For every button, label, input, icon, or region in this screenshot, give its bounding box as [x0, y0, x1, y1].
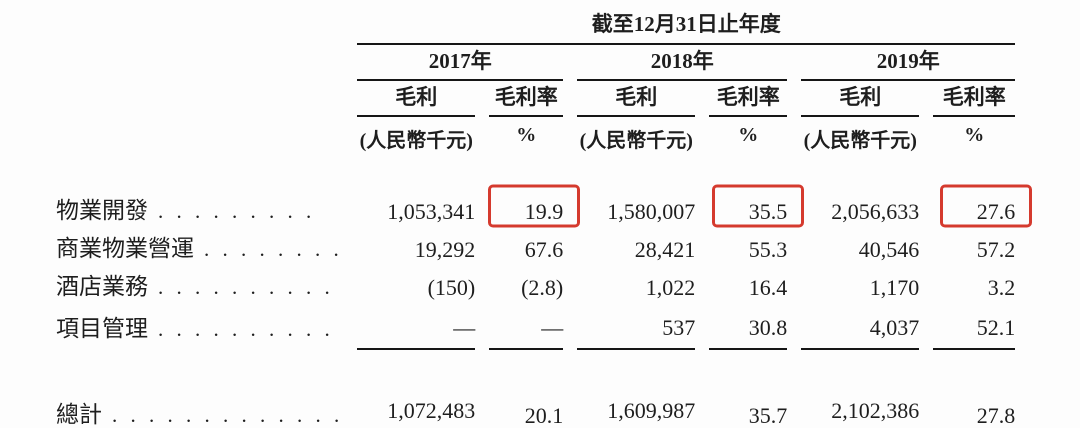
dot-leader: . . . . . . . . . .	[158, 275, 334, 299]
margin-value: 57.2	[976, 237, 1016, 262]
margin-value: 30.8	[709, 301, 788, 350]
year-header-2017: 2017年	[357, 45, 564, 81]
margin-value: 3.2	[987, 275, 1016, 300]
margin-value-highlighted: 19.9	[488, 184, 581, 228]
margin-value: 16.4	[748, 275, 788, 300]
table-row-total: 總計 . . . . . . . . . . . . . 1,072,483 20…	[56, 384, 1015, 428]
column-header-margin-2019: 毛利率	[933, 81, 1016, 117]
gross-profit-value: 1,580,007	[607, 199, 696, 224]
gross-profit-value: 19,292	[414, 237, 476, 262]
year-header-2018: 2018年	[577, 45, 788, 81]
percent-label-2017: %	[516, 124, 537, 146]
gross-profit-value: —	[357, 301, 476, 350]
column-header-gross-profit-2019: 毛利	[801, 81, 920, 117]
gross-profit-value: (150)	[427, 275, 476, 300]
gross-profit-value: 28,421	[634, 237, 696, 262]
gross-profit-value: 1,053,341	[387, 199, 476, 224]
gross-profit-value: 2,056,633	[831, 199, 920, 224]
year-header-2019: 2019年	[801, 45, 1016, 81]
total-gross-profit-value: 1,072,483	[357, 384, 475, 428]
total-margin-value: 35.7	[748, 403, 788, 428]
margin-value: (2.8)	[521, 275, 564, 300]
margin-value: 67.6	[524, 237, 564, 262]
unit-header-row: (人民幣千元) % (人民幣千元) % (人民幣千元) %	[56, 117, 1015, 153]
row-label: 物業開發	[56, 198, 148, 223]
column-header-gross-profit-2018: 毛利	[577, 81, 696, 117]
column-header-margin-2018: 毛利率	[709, 81, 788, 117]
row-label: 項目管理	[56, 316, 148, 341]
table-row-hotel-business: 酒店業務 . . . . . . . . . . (150) (2.8) 1,02…	[56, 263, 1015, 301]
column-header-gross-profit-2017: 毛利	[357, 81, 476, 117]
gross-profit-value: 40,546	[858, 237, 920, 262]
gross-profit-value: 1,022	[645, 275, 696, 300]
period-header-row: 截至12月31日止年度	[56, 8, 1016, 45]
dot-leader: . . . . . . . .	[204, 237, 343, 261]
year-header-row: 2017年 2018年 2019年	[56, 45, 1016, 81]
row-label: 酒店業務	[56, 274, 148, 299]
spacer	[56, 153, 1015, 187]
total-gross-profit-value: 2,102,386	[801, 384, 919, 428]
dot-leader: . . . . . . . . .	[158, 199, 316, 223]
margin-value-highlighted: 27.6	[933, 184, 1033, 228]
table-row-property-development: 物業開發 . . . . . . . . . 1,053,341 19.9 1,5…	[56, 184, 1033, 228]
dot-leader: . . . . . . . . . .	[158, 317, 334, 341]
margin-value: —	[489, 301, 564, 350]
percent-label-2019: %	[964, 124, 985, 146]
percent-label-2018: %	[738, 124, 759, 146]
margin-value: 52.1	[933, 301, 1016, 350]
table-row-project-management: 項目管理 . . . . . . . . . . — — 537 30.8 4,0…	[56, 301, 1016, 350]
gross-profit-table: 截至12月31日止年度 2017年 2018年 2019年 毛利 毛利率 毛利 …	[42, 8, 1033, 428]
gross-profit-value: 537	[577, 301, 696, 350]
total-margin-value: 20.1	[524, 403, 564, 428]
gross-profit-value: 1,170	[869, 275, 920, 300]
row-label: 商業物業營運	[56, 236, 194, 261]
unit-label-2018: (人民幣千元)	[579, 130, 693, 152]
column-header-margin-2017: 毛利率	[489, 81, 564, 117]
unit-label-2017: (人民幣千元)	[359, 130, 473, 152]
total-margin-value: 27.8	[976, 403, 1016, 428]
total-gross-profit-value: 1,609,987	[577, 384, 695, 428]
gross-profit-value: 4,037	[801, 301, 920, 350]
margin-value-highlighted: 35.5	[709, 184, 805, 228]
period-header: 截至12月31日止年度	[357, 8, 1016, 45]
margin-value: 55.3	[748, 237, 788, 262]
table-row-commercial-property: 商業物業營運 . . . . . . . . 19,292 67.6 28,421…	[56, 225, 1015, 263]
dot-leader: . . . . . . . . . . . . .	[112, 403, 344, 427]
spacer	[56, 350, 1015, 384]
unit-label-2019: (人民幣千元)	[803, 130, 917, 152]
metric-header-row: 毛利 毛利率 毛利 毛利率 毛利 毛利率	[56, 81, 1016, 117]
row-label: 總計	[56, 402, 102, 427]
